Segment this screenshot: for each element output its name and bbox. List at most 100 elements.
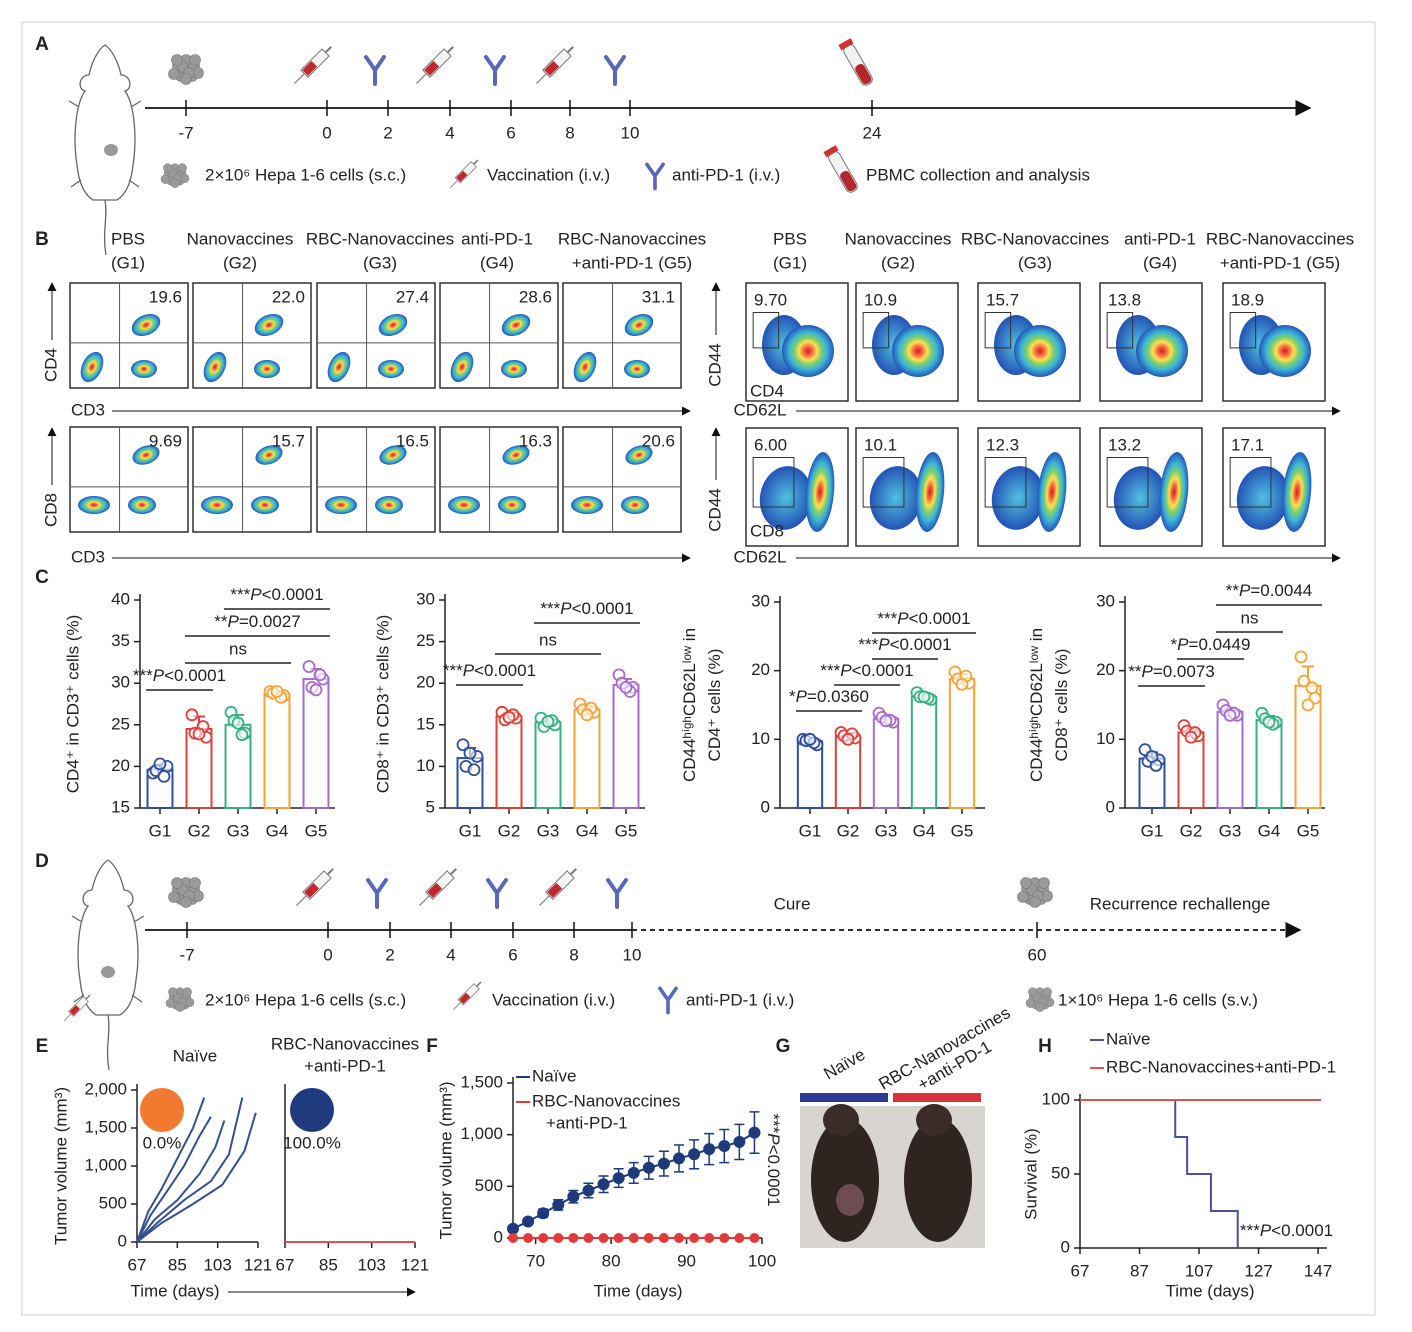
syringe-needle [63,1013,72,1022]
data-point [522,1215,535,1228]
bar [263,693,291,809]
antibody-icon [645,162,665,191]
density-blob [805,452,835,532]
syringe-fluid [424,60,440,76]
timeline-tick-label: 4 [445,123,454,142]
x-tick-label: 103 [357,1255,385,1274]
data-point [192,727,206,741]
x-tick-label: G3 [875,821,898,840]
syringe-fluid [427,882,443,898]
antibody-icon [366,878,388,909]
data-point [719,1233,730,1243]
density-blob [254,360,280,378]
phase-label: Recurrence rechallenge [1090,894,1271,913]
density-blob [379,445,407,465]
y-axis-label: Survival (%) [1021,1128,1040,1220]
data-point [627,1166,640,1179]
data-point [718,1140,731,1153]
x-tick-label: G5 [951,821,974,840]
data-point [1297,674,1311,688]
density-blob [251,496,279,514]
density-blob [498,496,526,514]
cell [1035,1002,1045,1012]
text-part: P [227,612,239,631]
significance-label: ***P<0.0001 [877,609,970,628]
data-point [537,1207,550,1220]
data-point [917,690,931,704]
density-blob [1136,325,1188,377]
text-part: =0.0360 [807,687,869,706]
data-point [568,1233,579,1243]
gate-percentage: 19.6 [149,287,182,306]
text-part: P [840,661,852,680]
text-part: P [560,599,572,618]
text-part: <0.0001 [474,661,536,680]
density-blob [131,360,157,378]
syringe-fluid [304,882,320,898]
y-tick-label: 50 [1051,1163,1070,1182]
legend-text: 2×10⁶ Hepa 1-6 cells (s.c.) [205,990,406,1009]
syringe-needle [449,179,459,189]
density-blob [501,360,527,378]
x-tick-label: G4 [576,821,599,840]
bar [1177,731,1205,810]
text-part: P [878,635,890,654]
x-axis-label: Time (days) [1165,1281,1254,1300]
x-tick-label: G4 [913,821,936,840]
gate-percentage: 27.4 [396,287,429,306]
panel-label: A [35,34,49,55]
bar [796,740,824,809]
x-tick-label: 67 [276,1255,295,1274]
data-point [674,1233,684,1243]
y-tick-label: 20 [111,756,130,775]
syringe-icon [415,46,454,85]
tube-cap [838,38,854,51]
mouse-tail [103,199,107,256]
panel-label: B [35,229,49,250]
density-blob [378,360,404,378]
legend-text: RBC-Nanovaccines+anti-PD-1 [1106,1057,1336,1076]
data-point [467,763,481,777]
text-part: *** [230,585,250,604]
group-header: Nanovaccines [845,229,952,248]
x-tick-label: 85 [168,1255,187,1274]
density-blob [201,496,233,514]
density-blob [502,445,530,465]
syringe-icon [418,868,457,907]
y-tick-label: 100 [1042,1089,1070,1108]
gate-percentage: 12.3 [986,435,1019,454]
group-header: PBS [111,229,145,248]
x-tick-label: G2 [1180,821,1203,840]
y-tick-label: 0 [494,1227,503,1246]
text-part: *** [1240,1221,1260,1240]
text-part: *** [858,635,878,654]
y-tick-label: 30 [1096,591,1115,610]
bar [948,677,976,810]
syringe-plunger [476,981,482,987]
text-part: ** [214,612,228,631]
data-point [523,1233,534,1243]
y-axis-label-group: CD44ʰⁱᵍʰCD62Lˡᵒʷ in CD4⁺ cells (%) [680,628,724,782]
cell-gate [1229,457,1272,508]
cell [165,998,176,1008]
gate-percentage: 9.70 [754,290,787,309]
data-point [598,1233,609,1243]
x-tick-label: 121 [401,1255,429,1274]
density-blob [255,445,283,465]
data-point [582,1184,595,1197]
significance-label: ***P<0.0001 [443,661,536,680]
group-header: anti-PD-1 [461,229,533,248]
timeline-tick-label: 10 [621,123,640,142]
data-point [580,708,594,722]
data-point [597,1178,610,1191]
legend-text: Naïve [1106,1029,1150,1048]
data-point [733,1135,746,1148]
chart-title: +anti-PD-1 [304,1056,386,1075]
gate-percentage: 10.9 [864,290,897,309]
mouse-photo [811,1118,879,1242]
cell [177,163,187,173]
y-axis-label: CD44ʰⁱᵍʰCD62Lˡᵒʷ in [680,628,699,782]
antibody [606,878,628,909]
data-point [231,716,245,730]
significance-label: *P=0.0449 [1171,635,1251,654]
